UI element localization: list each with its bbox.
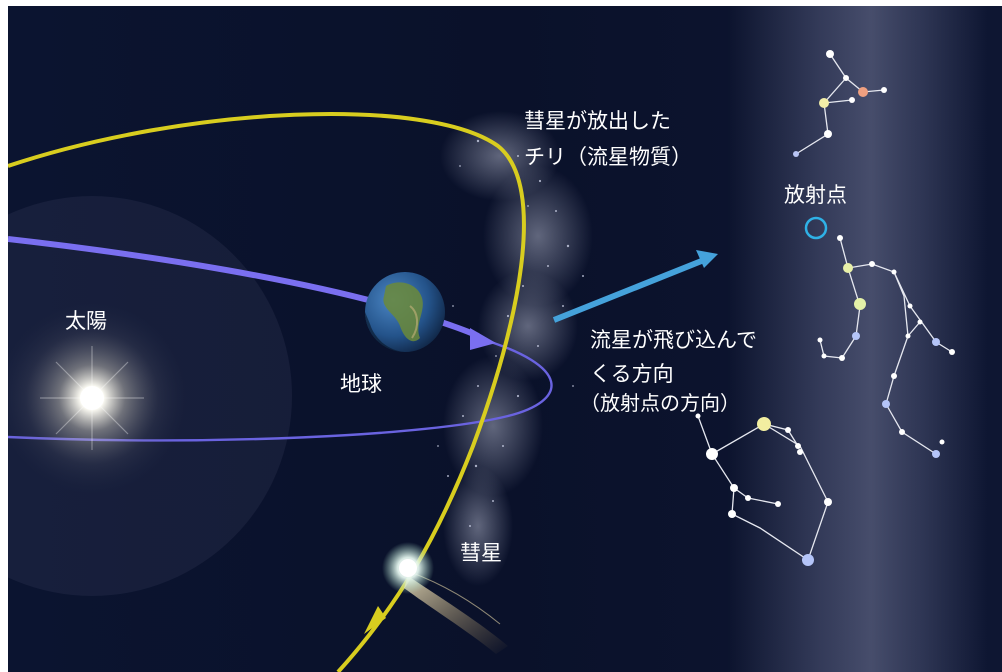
direction-label-line2: くる方向	[590, 362, 674, 386]
dust-label-line1: 彗星が放出した	[524, 109, 671, 133]
constellation-middle-stars	[817, 235, 955, 458]
radiant-circle-icon	[804, 216, 828, 240]
meteor-direction-arrow	[552, 250, 718, 323]
direction-label-line1: 流星が飛び込んで	[590, 328, 757, 352]
dust-label-line2: チリ（流星物質）	[524, 145, 692, 169]
sun-glow-icon	[8, 303, 187, 493]
radiant-label: 放射点	[784, 183, 847, 207]
comet-label: 彗星	[460, 541, 502, 565]
earth-orbit-arrowhead	[470, 328, 496, 350]
constellation-lower-stars	[695, 413, 832, 566]
comet-icon	[382, 542, 508, 654]
direction-label-line3: （放射点の方向）	[580, 391, 740, 415]
earth-label: 地球	[340, 372, 382, 396]
meteor-shower-diagram: 太陽 地球 彗星 彗星が放出した チリ（流星物質） 放射点 流星が飛び込んで く…	[8, 6, 1002, 672]
earth-globe-icon	[365, 272, 445, 352]
sun-label: 太陽	[65, 309, 107, 333]
comet-orbit-arrowhead	[364, 606, 386, 634]
earth-orbit-front	[8, 236, 480, 339]
constellation-upper-stars	[793, 50, 887, 157]
